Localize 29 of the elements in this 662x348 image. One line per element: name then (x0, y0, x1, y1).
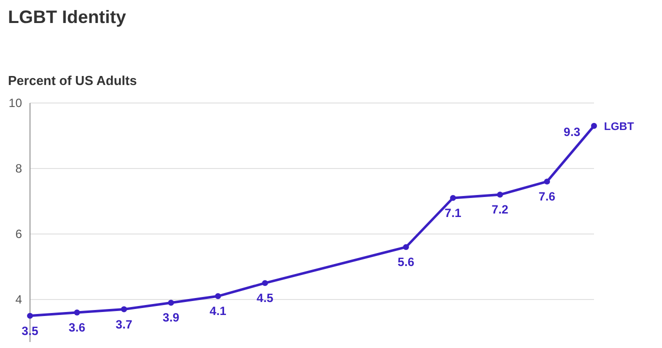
data-label: 7.1 (444, 206, 462, 220)
y-tick-label: 6 (15, 226, 22, 241)
point (497, 192, 503, 198)
point (168, 300, 174, 306)
point (215, 293, 221, 300)
point (27, 312, 33, 319)
data-label: 3.9 (162, 310, 180, 325)
data-label: 5.6 (398, 255, 415, 270)
point (591, 122, 597, 129)
point (262, 280, 268, 286)
data-label: 7.6 (538, 190, 556, 204)
point (544, 178, 550, 185)
point (450, 194, 456, 201)
y-axis-title: Percent of US Adults (8, 73, 137, 88)
data-label: 3.7 (116, 317, 133, 332)
series-label: LGBT (604, 120, 634, 133)
data-label: 9.3 (564, 124, 581, 139)
point (121, 306, 127, 312)
y-tick-label: 10 (8, 96, 22, 110)
y-tick-label: 4 (15, 292, 22, 306)
y-tick-label: 8 (15, 161, 22, 176)
data-label: 3.6 (68, 320, 86, 335)
point (74, 310, 80, 316)
point (403, 244, 409, 250)
data-label: 4.1 (210, 304, 227, 318)
data-label: 3.5 (22, 324, 39, 338)
chart-title: LGBT Identity (8, 7, 126, 27)
data-label: 4.5 (256, 291, 274, 306)
data-label: 7.2 (492, 202, 509, 217)
